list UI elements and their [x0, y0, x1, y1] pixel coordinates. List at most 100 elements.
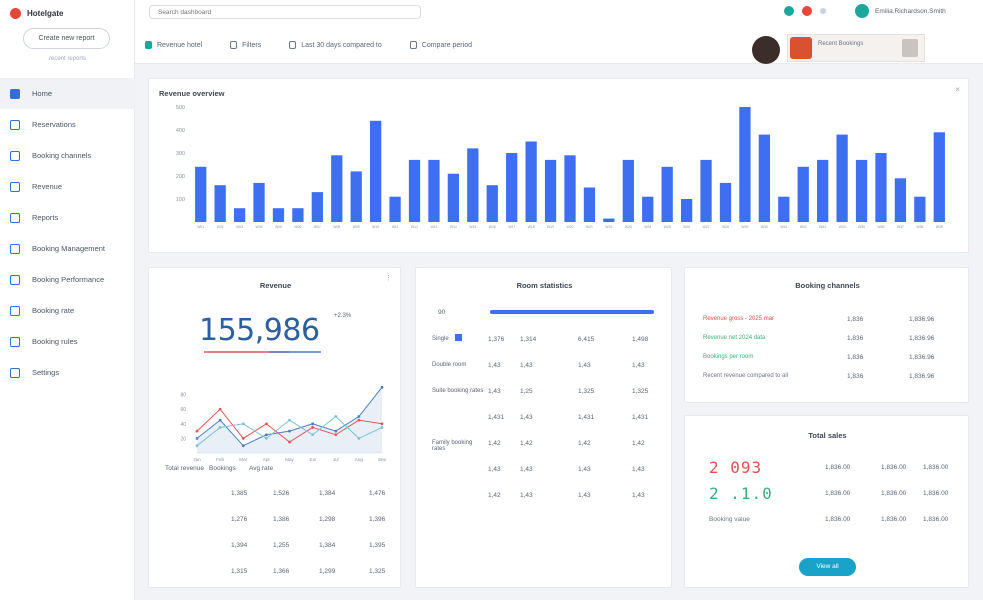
series-point[interactable]: [357, 415, 361, 418]
bar[interactable]: [778, 196, 790, 222]
bar[interactable]: [583, 187, 596, 223]
bar[interactable]: [797, 166, 809, 222]
series-point[interactable]: [264, 422, 268, 426]
sidebar-item-booking-rules[interactable]: Booking rules: [0, 326, 135, 357]
filter-revenue-hotel[interactable]: Revenue hotel: [145, 41, 202, 49]
bar[interactable]: [272, 208, 285, 222]
bar[interactable]: [467, 148, 479, 222]
table-cell: 1,836.00: [881, 516, 907, 523]
table-cell: 1,43: [632, 492, 645, 499]
series-point[interactable]: [357, 418, 361, 422]
series-point[interactable]: [241, 422, 245, 426]
sales-underline: [204, 351, 321, 353]
bar[interactable]: [933, 132, 945, 222]
summary-card: Total sales 2 093 1,836.00 1,836.00 1,836.0…: [684, 415, 969, 588]
sidebar-item-reservations[interactable]: Reservations: [0, 109, 135, 140]
bar[interactable]: [739, 107, 751, 222]
view-all-button[interactable]: View all: [799, 558, 856, 576]
filter-compare-period[interactable]: Compare period: [409, 41, 472, 49]
bar[interactable]: [350, 171, 362, 222]
filter-filters[interactable]: Filters: [230, 41, 261, 49]
bar[interactable]: [195, 166, 207, 222]
bar[interactable]: [428, 159, 440, 222]
bar[interactable]: [875, 153, 887, 222]
series-point[interactable]: [218, 418, 222, 422]
series-point[interactable]: [264, 433, 268, 437]
sidebar-item-reports[interactable]: Reports: [0, 202, 135, 233]
bar[interactable]: [836, 134, 848, 222]
bar[interactable]: [914, 196, 926, 222]
bar[interactable]: [642, 196, 654, 222]
sidebar-item-settings[interactable]: Settings: [0, 357, 135, 388]
bar[interactable]: [817, 159, 829, 222]
series-point[interactable]: [288, 429, 291, 433]
bar[interactable]: [292, 208, 304, 222]
search-input[interactable]: [149, 5, 421, 19]
series-point[interactable]: [380, 426, 384, 429]
bar[interactable]: [370, 120, 382, 222]
close-icon[interactable]: ×: [955, 85, 960, 94]
promo-card[interactable]: Recent Bookings: [787, 34, 925, 62]
series-point[interactable]: [264, 437, 268, 440]
bar[interactable]: [680, 199, 693, 222]
sidebar-item-revenue[interactable]: Revenue: [0, 171, 135, 202]
bar[interactable]: [719, 182, 732, 222]
profile-thumbnail[interactable]: [752, 36, 780, 64]
bar[interactable]: [525, 141, 537, 223]
bar[interactable]: [894, 178, 907, 222]
bar[interactable]: [622, 159, 634, 222]
sidebar-item-booking-management[interactable]: Booking Management: [0, 233, 135, 264]
bar[interactable]: [331, 155, 343, 222]
sidebar-item-booking-performance[interactable]: Booking Performance: [0, 264, 135, 295]
series-point[interactable]: [195, 429, 199, 433]
series-point[interactable]: [334, 433, 338, 437]
table-cell: 1,43: [578, 362, 591, 369]
filter-date-range[interactable]: Last 30 days compared to: [289, 41, 382, 49]
table-cell: 1,836.00: [881, 490, 907, 497]
bar[interactable]: [233, 208, 246, 222]
bar[interactable]: [700, 159, 712, 222]
bar[interactable]: [486, 185, 498, 222]
bar[interactable]: [506, 153, 518, 222]
bar[interactable]: [544, 159, 557, 222]
bar[interactable]: [564, 155, 576, 222]
bar[interactable]: [253, 182, 265, 222]
series-point[interactable]: [334, 429, 338, 433]
series-point[interactable]: [195, 444, 199, 448]
series-point[interactable]: [195, 437, 199, 440]
series-point[interactable]: [311, 426, 315, 429]
series-point[interactable]: [311, 433, 315, 437]
series-point[interactable]: [288, 440, 291, 444]
sidebar-item-booking-rate[interactable]: Booking rate: [0, 295, 135, 326]
x-tick-label: W31: [780, 225, 787, 229]
more-icon[interactable]: ⋮: [385, 275, 392, 282]
bar[interactable]: [408, 159, 421, 222]
bar[interactable]: [214, 185, 226, 222]
series-point[interactable]: [380, 385, 384, 389]
series-point[interactable]: [334, 415, 338, 418]
series-point[interactable]: [241, 437, 245, 440]
user-menu[interactable]: Emilia.Richardson.Smith: [855, 4, 946, 18]
bar[interactable]: [661, 166, 673, 222]
series-point[interactable]: [288, 418, 291, 422]
series-point[interactable]: [357, 437, 361, 440]
series-point[interactable]: [380, 422, 384, 426]
alert-icon[interactable]: [802, 6, 812, 16]
series-point[interactable]: [241, 444, 245, 448]
x-tick-label: W15: [469, 225, 476, 229]
create-report-button[interactable]: Create new report: [23, 28, 110, 49]
brand[interactable]: Hotelgate: [10, 6, 63, 20]
series-point[interactable]: [218, 426, 222, 429]
bar[interactable]: [855, 159, 868, 222]
series-point[interactable]: [218, 407, 222, 411]
sidebar-item-home[interactable]: Home: [0, 78, 135, 109]
row-label: Bookings per room: [703, 354, 754, 360]
bar[interactable]: [447, 173, 460, 222]
series-point[interactable]: [311, 422, 315, 426]
bar[interactable]: [603, 218, 615, 222]
notification-icon[interactable]: [784, 6, 794, 16]
bar[interactable]: [758, 134, 770, 222]
sidebar-item-booking-channels[interactable]: Booking channels: [0, 140, 135, 171]
bar[interactable]: [389, 196, 401, 222]
bar[interactable]: [311, 192, 323, 222]
